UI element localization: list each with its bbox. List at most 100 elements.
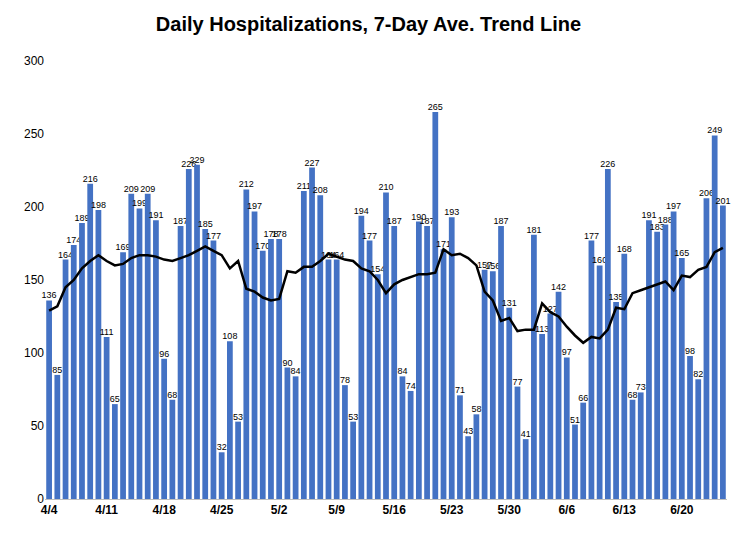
svg-text:178: 178 xyxy=(272,229,287,239)
svg-text:227: 227 xyxy=(305,158,320,168)
svg-text:157: 157 xyxy=(477,260,492,270)
svg-text:187: 187 xyxy=(420,216,435,226)
svg-text:131: 131 xyxy=(502,298,517,308)
svg-text:212: 212 xyxy=(239,179,254,189)
svg-text:201: 201 xyxy=(715,196,730,206)
svg-text:199: 199 xyxy=(132,198,147,208)
svg-text:210: 210 xyxy=(378,182,393,192)
svg-text:84: 84 xyxy=(397,366,407,376)
svg-text:226: 226 xyxy=(600,159,615,169)
svg-text:165: 165 xyxy=(674,248,689,258)
svg-text:164: 164 xyxy=(321,250,336,260)
svg-text:164: 164 xyxy=(58,250,73,260)
svg-text:90: 90 xyxy=(282,358,292,368)
svg-text:0: 0 xyxy=(37,492,44,506)
svg-text:58: 58 xyxy=(471,404,481,414)
svg-text:6/20: 6/20 xyxy=(670,503,694,517)
svg-text:4/25: 4/25 xyxy=(210,503,234,517)
svg-text:154: 154 xyxy=(370,264,385,274)
svg-text:78: 78 xyxy=(340,375,350,385)
svg-text:188: 188 xyxy=(658,215,673,225)
svg-text:135: 135 xyxy=(609,292,624,302)
svg-text:190: 190 xyxy=(411,212,426,222)
svg-text:181: 181 xyxy=(526,225,541,235)
svg-text:174: 174 xyxy=(66,235,81,245)
svg-text:68: 68 xyxy=(167,390,177,400)
svg-text:194: 194 xyxy=(354,206,369,216)
svg-text:209: 209 xyxy=(124,184,139,194)
svg-text:250: 250 xyxy=(24,127,44,141)
svg-text:160: 160 xyxy=(592,255,607,265)
svg-text:4/4: 4/4 xyxy=(41,503,58,517)
svg-text:85: 85 xyxy=(52,365,62,375)
svg-text:142: 142 xyxy=(551,282,566,292)
svg-text:226: 226 xyxy=(181,159,196,169)
svg-text:183: 183 xyxy=(650,222,665,232)
svg-text:189: 189 xyxy=(74,213,89,223)
svg-text:197: 197 xyxy=(247,201,262,211)
svg-text:191: 191 xyxy=(641,210,656,220)
svg-text:41: 41 xyxy=(521,429,531,439)
svg-text:177: 177 xyxy=(206,231,221,241)
svg-text:4/11: 4/11 xyxy=(95,503,118,517)
svg-text:108: 108 xyxy=(222,331,237,341)
svg-text:178: 178 xyxy=(263,229,278,239)
svg-text:200: 200 xyxy=(24,200,44,214)
svg-text:5/30: 5/30 xyxy=(498,503,522,517)
svg-text:216: 216 xyxy=(83,174,98,184)
svg-text:96: 96 xyxy=(159,349,169,359)
svg-text:164: 164 xyxy=(329,250,344,260)
svg-text:100: 100 xyxy=(24,346,44,360)
svg-text:4/18: 4/18 xyxy=(152,503,176,517)
svg-text:171: 171 xyxy=(436,239,451,249)
svg-text:211: 211 xyxy=(297,181,311,191)
svg-text:187: 187 xyxy=(494,216,509,226)
svg-text:111: 111 xyxy=(100,327,114,337)
svg-text:5/2: 5/2 xyxy=(271,503,288,517)
svg-text:82: 82 xyxy=(693,369,703,379)
svg-text:249: 249 xyxy=(707,125,722,135)
svg-text:191: 191 xyxy=(148,210,163,220)
svg-text:127: 127 xyxy=(543,304,558,314)
svg-text:73: 73 xyxy=(636,382,646,392)
svg-text:170: 170 xyxy=(255,241,270,251)
svg-text:98: 98 xyxy=(685,346,695,356)
svg-text:5/23: 5/23 xyxy=(440,503,464,517)
svg-text:Daily Hospitalizations, 7-Day: Daily Hospitalizations, 7-Day Ave. Trend… xyxy=(156,13,581,35)
svg-text:169: 169 xyxy=(116,242,131,252)
svg-text:65: 65 xyxy=(110,394,120,404)
svg-text:187: 187 xyxy=(173,216,188,226)
svg-text:206: 206 xyxy=(699,188,714,198)
svg-text:51: 51 xyxy=(570,415,580,425)
svg-text:50: 50 xyxy=(31,419,45,433)
svg-text:197: 197 xyxy=(666,201,681,211)
svg-text:208: 208 xyxy=(313,185,328,195)
svg-text:193: 193 xyxy=(444,207,459,217)
svg-text:6/13: 6/13 xyxy=(613,503,637,517)
svg-text:156: 156 xyxy=(485,261,500,271)
svg-text:185: 185 xyxy=(198,219,213,229)
svg-text:43: 43 xyxy=(463,426,473,436)
svg-text:265: 265 xyxy=(428,102,443,112)
svg-text:53: 53 xyxy=(348,412,358,422)
svg-text:177: 177 xyxy=(584,231,599,241)
svg-text:77: 77 xyxy=(512,377,522,387)
svg-text:136: 136 xyxy=(42,290,57,300)
svg-text:300: 300 xyxy=(24,54,44,68)
svg-text:229: 229 xyxy=(189,155,204,165)
svg-text:66: 66 xyxy=(578,393,588,403)
svg-text:198: 198 xyxy=(91,200,106,210)
svg-text:6/6: 6/6 xyxy=(558,503,575,517)
svg-text:113: 113 xyxy=(535,324,549,334)
svg-text:97: 97 xyxy=(562,347,572,357)
svg-text:177: 177 xyxy=(362,231,377,241)
svg-text:84: 84 xyxy=(291,366,301,376)
svg-text:5/9: 5/9 xyxy=(328,503,345,517)
svg-text:209: 209 xyxy=(140,184,155,194)
svg-text:68: 68 xyxy=(627,390,637,400)
svg-text:150: 150 xyxy=(24,273,44,287)
svg-text:187: 187 xyxy=(387,216,402,226)
svg-text:168: 168 xyxy=(617,244,632,254)
svg-text:71: 71 xyxy=(455,385,465,395)
svg-text:32: 32 xyxy=(217,442,227,452)
